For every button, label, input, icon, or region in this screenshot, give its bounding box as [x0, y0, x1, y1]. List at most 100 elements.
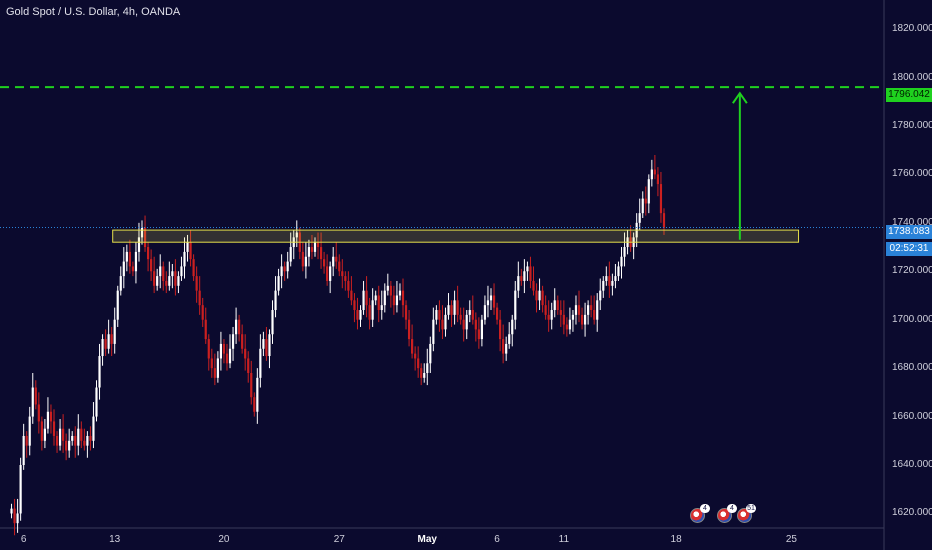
price-tick-label: 1720.000 — [892, 265, 932, 277]
candle — [338, 254, 341, 277]
candle — [641, 191, 644, 218]
candle — [77, 414, 80, 456]
candle — [277, 268, 280, 296]
candle — [571, 310, 575, 332]
candle — [234, 307, 238, 344]
candle — [313, 237, 317, 257]
candle — [165, 271, 168, 294]
candle — [374, 290, 377, 306]
candle — [450, 300, 453, 327]
candle — [231, 326, 235, 361]
candle — [577, 290, 581, 323]
candle — [447, 293, 450, 320]
candle — [480, 314, 483, 347]
candle — [319, 232, 323, 269]
candle — [523, 259, 526, 294]
candle — [638, 198, 641, 231]
candle — [34, 380, 37, 410]
candle — [365, 276, 368, 318]
candle — [107, 319, 110, 354]
candle — [247, 351, 250, 383]
candle — [280, 254, 283, 289]
candle — [432, 307, 435, 352]
candle — [174, 259, 177, 296]
candle — [301, 242, 304, 272]
candle — [441, 305, 444, 340]
candle — [140, 220, 144, 245]
candle — [599, 278, 602, 311]
candle — [535, 283, 538, 313]
candle — [304, 242, 307, 279]
candle — [162, 261, 165, 291]
candle — [43, 419, 46, 449]
candle — [377, 285, 380, 323]
candle — [116, 285, 119, 327]
candle — [492, 283, 496, 315]
candle — [210, 348, 213, 378]
candle — [411, 324, 414, 359]
price-tick-label: 1760.000 — [892, 168, 932, 180]
candle — [514, 280, 517, 330]
candle — [25, 431, 28, 458]
time-tick-label: 6 — [20, 534, 27, 545]
candle — [62, 414, 65, 453]
time-tick-label: 27 — [333, 534, 345, 545]
candle — [183, 237, 186, 279]
candle — [326, 254, 329, 286]
candle — [495, 302, 499, 325]
candle — [596, 293, 599, 332]
target-price-tag: 1796.042 — [886, 88, 932, 102]
candle — [605, 266, 608, 286]
candle — [380, 290, 383, 320]
candle — [417, 346, 420, 378]
candle — [28, 406, 31, 456]
candle — [177, 271, 180, 294]
candle — [104, 329, 107, 357]
candle — [216, 351, 219, 383]
candle — [529, 256, 532, 289]
candle — [271, 300, 274, 344]
candle — [553, 288, 556, 318]
candle — [207, 334, 210, 371]
candle — [68, 428, 71, 458]
candle — [131, 261, 135, 277]
price-tick-label: 1820.000 — [892, 23, 932, 35]
candle — [465, 310, 468, 340]
candle — [329, 261, 332, 294]
candle — [307, 239, 311, 267]
candle — [49, 404, 53, 434]
candle — [453, 290, 456, 325]
candle — [122, 247, 125, 289]
candle — [474, 312, 477, 342]
candle — [289, 232, 292, 267]
candle — [156, 268, 159, 291]
candle — [74, 426, 77, 458]
candle — [65, 433, 68, 461]
candle — [110, 326, 113, 357]
candle — [71, 431, 74, 446]
candle — [322, 251, 326, 274]
support-zone[interactable] — [112, 229, 800, 243]
candle — [547, 300, 550, 332]
candle — [407, 310, 411, 347]
candle — [499, 310, 502, 352]
candle — [362, 280, 365, 315]
time-tick-label: 6 — [494, 534, 500, 545]
candle — [31, 372, 34, 424]
candle — [228, 334, 232, 369]
candle — [225, 343, 229, 371]
candle — [286, 251, 289, 279]
price-tick-label: 1640.000 — [892, 459, 932, 471]
candle — [58, 419, 62, 451]
price-tick-label: 1620.000 — [892, 507, 932, 519]
candle — [608, 261, 611, 298]
candle — [395, 280, 399, 313]
candle — [650, 159, 653, 187]
candle — [241, 324, 244, 354]
candle — [98, 343, 101, 400]
candle — [256, 368, 259, 424]
candle — [559, 300, 562, 327]
candle — [468, 300, 471, 323]
candle — [477, 317, 480, 349]
